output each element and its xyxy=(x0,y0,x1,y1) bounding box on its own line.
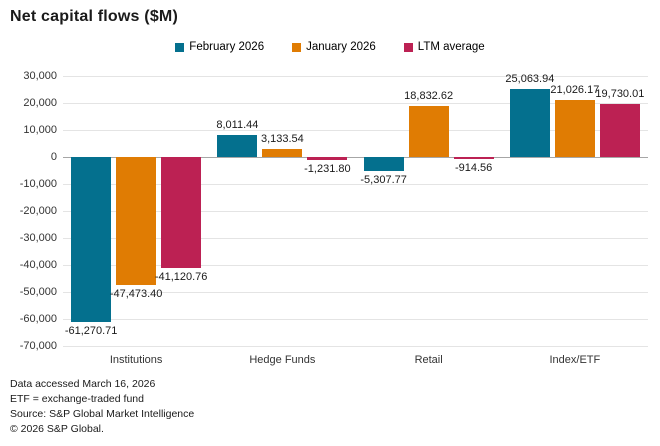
y-axis-tick-label: -50,000 xyxy=(19,286,57,298)
legend-label: February 2026 xyxy=(189,41,265,53)
bar-ltm-average[interactable] xyxy=(453,157,494,160)
bar-january-2026[interactable] xyxy=(554,100,595,157)
bar-value-label: -61,270.71 xyxy=(64,325,118,338)
footnote-copyright: © 2026 S&P Global. xyxy=(10,423,104,435)
zero-axis-line xyxy=(63,157,648,158)
legend-label: January 2026 xyxy=(306,41,376,53)
bar-value-label: -914.56 xyxy=(454,162,493,175)
bar-january-2026[interactable] xyxy=(408,106,449,157)
y-gridline xyxy=(63,76,648,77)
bar-value-label: 18,832.62 xyxy=(404,90,454,103)
bar-february-2026[interactable] xyxy=(509,89,550,157)
bar-value-label: 21,026.17 xyxy=(550,84,600,97)
bar-value-label: -5,307.77 xyxy=(360,174,407,187)
y-axis-tick-label: -40,000 xyxy=(19,259,57,271)
y-gridline xyxy=(63,103,648,104)
x-axis-category-label: Hedge Funds xyxy=(249,354,316,366)
bar-february-2026[interactable] xyxy=(217,135,258,157)
bar-ltm-average[interactable] xyxy=(599,103,640,157)
bar-january-2026[interactable] xyxy=(116,157,157,286)
legend-swatch-icon xyxy=(175,42,185,52)
bar-value-label: -1,231.80 xyxy=(304,163,351,176)
legend-swatch-icon xyxy=(403,42,413,52)
bar-value-label: 8,011.44 xyxy=(216,119,259,132)
footnote-source: Source: S&P Global Market Intelligence xyxy=(10,408,195,420)
legend: February 2026 January 2026 LTM average xyxy=(0,41,660,53)
bar-ltm-average[interactable] xyxy=(161,157,202,269)
x-axis-category-label: Retail xyxy=(414,354,443,366)
y-axis-tick-label: 0 xyxy=(50,151,57,163)
legend-item-january-2026[interactable]: January 2026 xyxy=(292,41,376,53)
bar-value-label: 3,133.54 xyxy=(260,132,304,145)
y-gridline xyxy=(63,130,648,131)
legend-item-february-2026[interactable]: February 2026 xyxy=(175,41,264,53)
y-axis-tick-label: 30,000 xyxy=(23,70,57,82)
y-gridline xyxy=(63,238,648,239)
y-axis-tick-label: 10,000 xyxy=(23,124,57,136)
bar-february-2026[interactable] xyxy=(363,157,404,172)
y-axis-tick-label: -70,000 xyxy=(19,340,57,352)
bar-january-2026[interactable] xyxy=(262,148,303,157)
y-gridline xyxy=(63,265,648,266)
y-axis-tick-label: -60,000 xyxy=(19,313,57,325)
y-gridline xyxy=(63,184,648,185)
bar-value-label: -41,120.76 xyxy=(154,271,208,284)
x-axis-category-label: Index/ETF xyxy=(549,354,601,366)
y-axis-tick-label: -10,000 xyxy=(19,178,57,190)
bar-value-label: -47,473.40 xyxy=(109,288,163,301)
legend-label: LTM average xyxy=(417,41,485,53)
legend-item-ltm-average[interactable]: LTM average xyxy=(403,41,485,53)
y-gridline xyxy=(63,346,648,347)
bar-value-label: 19,730.01 xyxy=(595,87,645,100)
bar-value-label: 25,063.94 xyxy=(505,73,555,86)
y-axis-tick-label: 20,000 xyxy=(23,97,57,109)
y-axis-tick-label: -30,000 xyxy=(19,232,57,244)
y-axis-tick-label: -20,000 xyxy=(19,205,57,217)
footnote-data-accessed: Data accessed March 16, 2026 xyxy=(10,378,156,390)
y-gridline xyxy=(63,292,648,293)
bar-ltm-average[interactable] xyxy=(307,157,348,161)
legend-swatch-icon xyxy=(292,42,302,52)
y-gridline xyxy=(63,319,648,320)
chart-footnotes: Data accessed March 16, 2026 ETF = excha… xyxy=(10,377,194,437)
footnote-etf-definition: ETF = exchange-traded fund xyxy=(10,393,144,405)
x-axis-category-label: Institutions xyxy=(109,354,163,366)
y-gridline xyxy=(63,211,648,212)
chart-title: Net capital flows ($M) xyxy=(10,8,178,25)
bar-february-2026[interactable] xyxy=(71,157,112,323)
